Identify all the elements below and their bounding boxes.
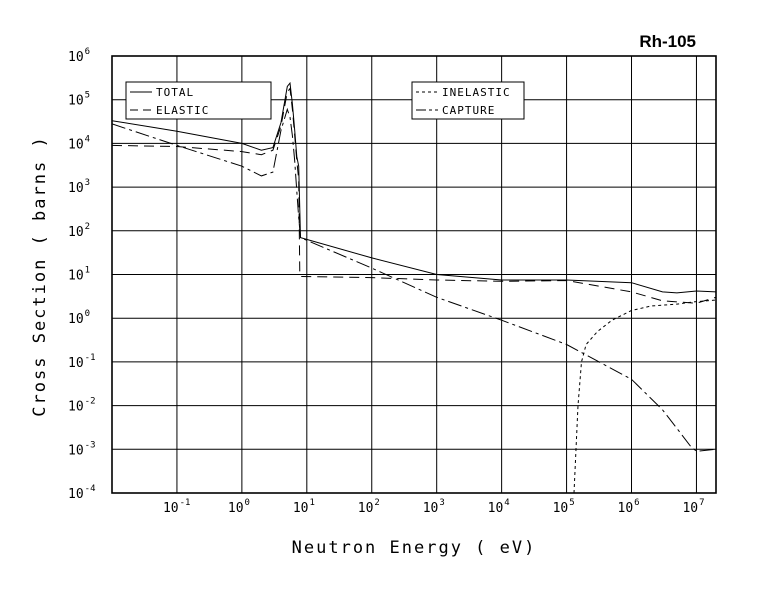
x-tick-label: 107	[682, 498, 704, 516]
legend-left: TOTAL ELASTIC	[125, 81, 272, 120]
x-axis-title: Neutron Energy ( eV)	[292, 538, 537, 558]
series-line-capture	[112, 107, 716, 452]
y-tick-label: 104	[68, 134, 90, 152]
series-layer	[112, 81, 716, 493]
x-tick-label: 106	[618, 498, 640, 516]
x-tick-label: 101	[293, 498, 315, 516]
y-tick-label: 101	[68, 266, 90, 284]
x-tick-label: 103	[423, 498, 445, 516]
y-tick-label: 10-1	[68, 353, 96, 371]
grid-lines	[112, 56, 716, 493]
x-tick-labels: 10-1 100 101 102 103 104 105 106 107	[163, 498, 705, 516]
x-tick-label: 100	[228, 498, 250, 516]
legend-label-inelastic: INELASTIC	[442, 86, 511, 99]
y-tick-label: 100	[68, 309, 90, 327]
y-tick-label: 106	[68, 47, 90, 65]
y-tick-label: 10-4	[68, 484, 96, 502]
legend-box-left	[125, 81, 272, 120]
x-tick-label: 104	[488, 498, 510, 516]
plot-frame	[111, 55, 717, 494]
legend-label-elastic: ELASTIC	[156, 104, 209, 117]
legend-right: INELASTIC CAPTURE	[411, 81, 525, 120]
legend-box-right	[411, 81, 525, 120]
y-axis-title: Cross Section ( barns )	[30, 135, 50, 416]
y-tick-label: 10-2	[68, 397, 96, 415]
y-tick-label: 105	[68, 91, 90, 109]
series-line-elastic	[112, 87, 716, 304]
series-line-total	[112, 81, 716, 294]
chart-title: Rh-105	[639, 32, 696, 51]
x-tick-label: 10-1	[163, 498, 191, 516]
y-tick-labels: 106 105 104 103 102 101 100 10-1 10-2 10-3 10-4	[68, 47, 96, 502]
legend-label-total: TOTAL	[156, 86, 194, 99]
x-tick-label: 102	[358, 498, 380, 516]
series-line-inelastic	[573, 299, 716, 493]
y-tick-label: 102	[68, 222, 90, 240]
x-tick-label: 105	[553, 498, 575, 516]
legend-label-capture: CAPTURE	[442, 104, 495, 117]
y-tick-label: 10-3	[68, 440, 96, 458]
y-tick-label: 103	[68, 178, 90, 196]
